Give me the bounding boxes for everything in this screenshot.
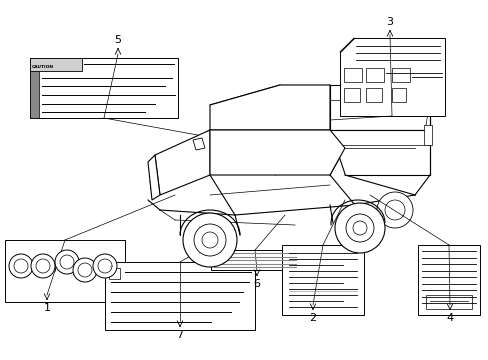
- Circle shape: [352, 221, 366, 235]
- Circle shape: [202, 232, 218, 248]
- Circle shape: [36, 259, 50, 273]
- Polygon shape: [193, 138, 204, 150]
- Bar: [109, 268, 120, 279]
- Circle shape: [9, 254, 33, 278]
- Circle shape: [73, 258, 97, 282]
- Bar: [343, 88, 359, 102]
- Text: 2: 2: [309, 313, 316, 323]
- Bar: [210, 250, 298, 270]
- Polygon shape: [329, 130, 429, 175]
- Text: 6: 6: [253, 279, 260, 289]
- Circle shape: [93, 254, 117, 278]
- Bar: [30, 58, 178, 118]
- Bar: [417, 245, 479, 315]
- Bar: [343, 68, 361, 82]
- Bar: [105, 262, 254, 330]
- Bar: [391, 68, 409, 82]
- Bar: [30, 58, 82, 71]
- Text: 7: 7: [176, 330, 183, 340]
- Bar: [365, 88, 381, 102]
- Text: 1: 1: [43, 303, 50, 313]
- Polygon shape: [339, 38, 444, 116]
- Polygon shape: [148, 155, 160, 200]
- Text: 3: 3: [386, 17, 393, 27]
- Polygon shape: [209, 85, 329, 130]
- Circle shape: [31, 254, 55, 278]
- Text: 5: 5: [114, 35, 121, 45]
- Circle shape: [60, 255, 74, 269]
- Text: CAUTION: CAUTION: [32, 65, 54, 69]
- Bar: [365, 68, 383, 82]
- Circle shape: [183, 213, 237, 267]
- Bar: [282, 245, 363, 315]
- Bar: [30, 71, 39, 118]
- Circle shape: [194, 224, 225, 256]
- Polygon shape: [155, 130, 209, 195]
- Circle shape: [14, 259, 28, 273]
- Polygon shape: [329, 85, 429, 130]
- Circle shape: [376, 192, 412, 228]
- Text: 4: 4: [446, 313, 453, 323]
- Circle shape: [334, 203, 384, 253]
- Circle shape: [55, 250, 79, 274]
- Polygon shape: [209, 130, 345, 175]
- Circle shape: [78, 263, 92, 277]
- Bar: [391, 88, 405, 102]
- Bar: [425, 295, 471, 309]
- Bar: [5, 240, 125, 302]
- Text: --: --: [110, 264, 114, 269]
- Bar: [297, 152, 309, 158]
- Circle shape: [384, 200, 404, 220]
- Circle shape: [98, 259, 112, 273]
- Bar: [423, 125, 431, 145]
- Circle shape: [346, 214, 373, 242]
- Bar: [232, 155, 244, 161]
